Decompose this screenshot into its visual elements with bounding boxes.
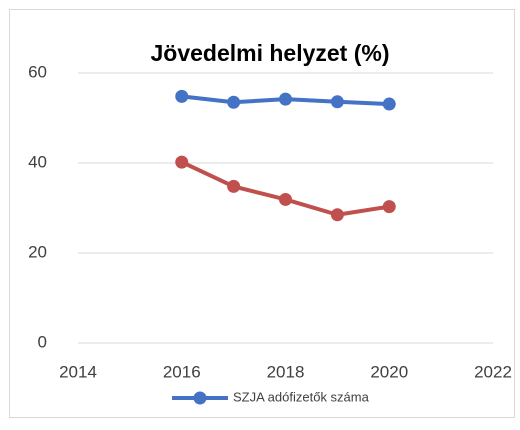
legend-marker <box>193 391 207 405</box>
legend-label: SZJA adófizetők száma <box>233 389 370 404</box>
x-tick-label: 2022 <box>474 362 512 381</box>
point <box>175 89 189 103</box>
y-tick-label: 0 <box>38 332 47 351</box>
x-tick-label: 2014 <box>59 362 97 381</box>
point <box>279 92 292 106</box>
point <box>279 192 292 206</box>
y-tick-label: 60 <box>28 62 47 81</box>
point <box>382 97 396 111</box>
chart-title: Jövedelmi helyzet (%) <box>150 40 389 66</box>
point <box>330 208 344 222</box>
point <box>175 155 189 169</box>
point <box>330 95 344 109</box>
chart-border <box>9 9 515 418</box>
point <box>227 95 241 109</box>
y-tick-label: 20 <box>28 242 47 261</box>
point <box>227 179 241 193</box>
x-tick-label: 2016 <box>163 362 201 381</box>
point <box>382 200 396 214</box>
x-tick-label: 2018 <box>267 362 305 381</box>
x-tick-label: 2020 <box>370 362 408 381</box>
y-tick-label: 40 <box>28 152 47 171</box>
